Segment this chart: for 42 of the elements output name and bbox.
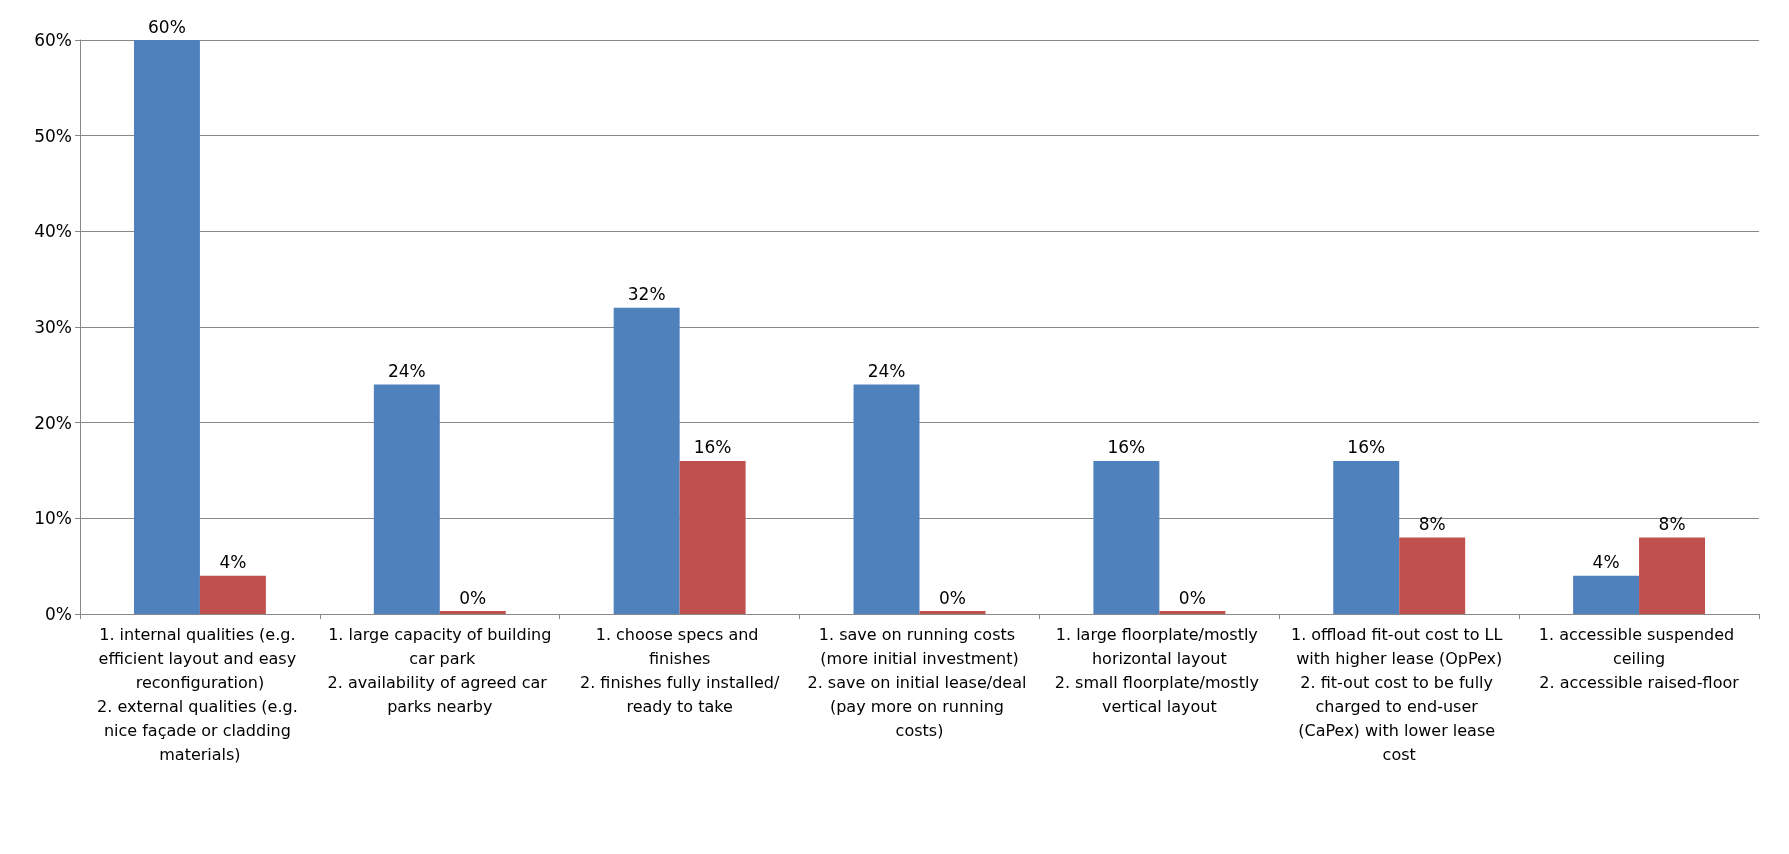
bar — [1333, 460, 1400, 614]
bar — [1159, 611, 1226, 614]
x-tick-label: 1. internal qualities (e.g. efficient layout and easy reconfiguration) 2. external qualities (e.g. nice façade or cladding materials) — [97, 624, 303, 764]
data-label: 24% — [867, 360, 906, 381]
y-tick-label: 60% — [34, 30, 72, 50]
y-tick-label: 30% — [34, 317, 72, 337]
data-label: 0% — [1178, 587, 1206, 608]
data-label: 60% — [148, 16, 186, 37]
x-tick-label: 1. offload fit-out cost to LL with higher lease (OpPex) 2. fit-out cost to be fully charged to end-user (CaPex) with lower lease cost — [1290, 624, 1508, 764]
bar — [1639, 537, 1706, 614]
data-label: 0% — [938, 587, 966, 608]
data-label: 32% — [627, 284, 666, 305]
x-tick-label: 1. accessible suspended ceiling 2. accessible raised-floor — [1538, 624, 1740, 692]
data-label: 0% — [459, 587, 487, 608]
x-tick-label: 1. large floorplate/mostly horizontal layout 2. small floorplate/mostly vertical layout — [1054, 624, 1264, 716]
y-tick-label: 50% — [34, 125, 72, 146]
y-tick-label: 0% — [45, 604, 72, 624]
bar — [199, 575, 266, 614]
bar — [1573, 575, 1640, 614]
data-label: 16% — [1107, 437, 1146, 458]
bar — [613, 307, 680, 614]
bar — [853, 384, 920, 614]
bar — [373, 384, 440, 614]
data-label: 16% — [1347, 437, 1386, 458]
y-tick-label: 40% — [34, 221, 72, 242]
x-tick-label: 1. large capacity of building car park 2. availability of agreed car parks nearby — [327, 624, 552, 716]
data-label: 8% — [1418, 513, 1446, 534]
x-tick-label: 1. save on running costs (more initial investment) 2. save on initial lease/deal (pay more on running costs) — [807, 624, 1032, 740]
data-label: 4% — [1592, 552, 1620, 573]
data-label: 24% — [387, 360, 426, 381]
data-label: 4% — [219, 552, 247, 573]
bar — [679, 460, 746, 614]
data-label: 8% — [1658, 513, 1686, 534]
bar — [919, 611, 986, 614]
y-tick-label: 20% — [34, 412, 72, 433]
bar — [1093, 460, 1160, 614]
bar — [1399, 537, 1466, 614]
x-tick-label: 1. choose specs and finishes 2. finishes fully installed/ready to take — [580, 624, 780, 716]
y-tick-label: 10% — [34, 508, 72, 529]
bar — [133, 40, 200, 614]
bar — [439, 611, 506, 614]
data-label: 16% — [693, 437, 732, 458]
